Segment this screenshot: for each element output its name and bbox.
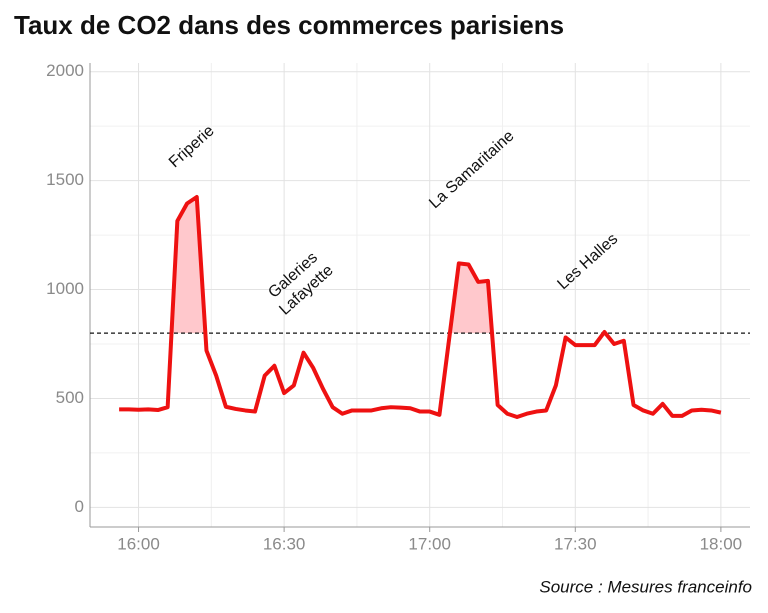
annotation-text: La Samaritaine [426,127,517,212]
exceed-area [449,263,493,334]
chart-title: Taux de CO2 dans des commerces parisiens [14,10,564,40]
y-tick-label: 1000 [46,279,84,298]
annotation: La Samaritaine [426,127,517,212]
line [119,194,722,419]
annotation: Friperie [166,122,218,171]
y-tick-label: 1500 [46,170,84,189]
y-tick-label: 2000 [46,61,84,80]
x-tick-label: 18:00 [700,534,743,553]
annotation-text: Friperie [166,122,218,171]
annotation-text: Les Halles [554,230,621,293]
exceed-area [171,196,206,334]
source: Source : Mesures franceinfo [539,577,752,596]
x-tick-label: 17:30 [554,534,597,553]
y-tick-label: 0 [75,497,84,516]
x-tick-label: 17:00 [408,534,451,553]
x-tick-label: 16:30 [263,534,306,553]
y-tick-label: 500 [56,388,84,407]
x-tick-label: 16:00 [117,534,160,553]
annotation: Les Halles [554,230,621,293]
